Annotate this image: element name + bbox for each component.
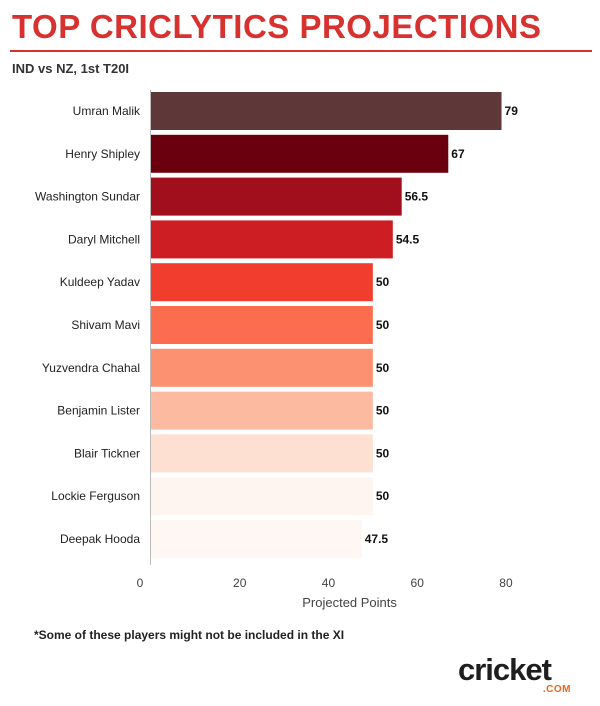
bar (151, 348, 373, 387)
title-divider (10, 50, 592, 52)
category-label: Lockie Ferguson (51, 489, 140, 503)
logo-suffix: .COM (542, 684, 571, 695)
chart-title: TOP CRICLYTICS PROJECTIONS (12, 8, 542, 45)
bar (151, 434, 373, 473)
x-tick-label: 80 (499, 576, 513, 590)
bar (151, 263, 373, 302)
bar (151, 520, 362, 558)
category-label: Henry Shipley (65, 147, 140, 161)
data-label: 50 (376, 489, 390, 503)
chart-subtitle: IND vs NZ, 1st T20I (12, 61, 130, 76)
bar (151, 92, 502, 130)
data-label: 56.5 (405, 190, 429, 204)
logo-wordmark: cricket (458, 652, 552, 687)
data-label: 79 (505, 104, 519, 118)
x-tick-label: 0 (137, 576, 144, 590)
cricket-com-logo: cricket .COM (458, 652, 573, 696)
x-axis-label: Projected Points (302, 595, 397, 610)
bar (151, 134, 449, 173)
bar (151, 477, 373, 516)
category-label: Blair Tickner (74, 446, 140, 460)
footnote: *Some of these players might not be incl… (34, 628, 345, 642)
bar (151, 177, 402, 216)
data-label: 54.5 (396, 232, 420, 246)
data-label: 50 (376, 446, 390, 460)
category-label: Deepak Hooda (60, 532, 140, 546)
data-label: 50 (376, 275, 390, 289)
x-tick-label: 40 (322, 576, 336, 590)
bar (151, 391, 373, 430)
category-label: Shivam Mavi (71, 318, 140, 332)
x-tick-label: 20 (233, 576, 247, 590)
data-label: 50 (376, 361, 390, 375)
category-label: Umran Malik (73, 104, 141, 118)
category-label: Benjamin Lister (57, 404, 140, 418)
bar (151, 306, 373, 344)
category-label: Kuldeep Yadav (60, 275, 140, 289)
data-label: 50 (376, 318, 390, 332)
category-label: Daryl Mitchell (68, 232, 140, 246)
data-label: 67 (451, 147, 465, 161)
data-label: 47.5 (365, 532, 389, 546)
data-label: 50 (376, 404, 390, 418)
category-label: Yuzvendra Chahal (42, 361, 140, 375)
bar-chart: Umran Malik 79 Henry Shipley 67 Washington S… (35, 90, 519, 610)
category-label: Washington Sundar (35, 190, 140, 204)
bar (151, 220, 393, 259)
x-tick-label: 60 (411, 576, 425, 590)
